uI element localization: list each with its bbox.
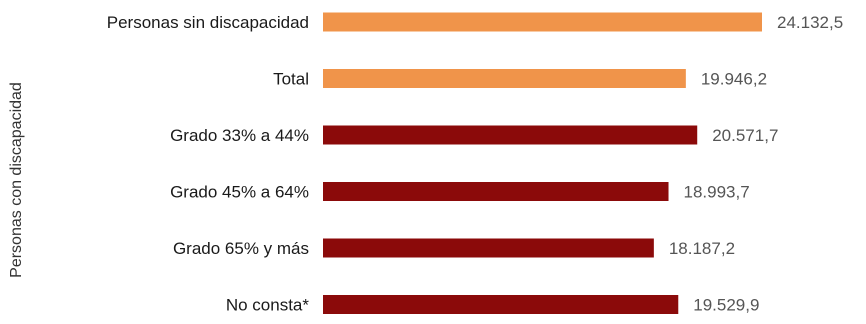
bar [323, 12, 762, 32]
bar [323, 238, 654, 258]
category-label: No consta* [226, 296, 310, 315]
bar [323, 182, 669, 201]
value-label: 19.529,9 [693, 296, 759, 315]
bars-layer: Personas sin discapacidad 24.132,5 Total 19… [107, 12, 843, 315]
category-label: Total [273, 70, 309, 89]
category-label: Grado 33% a 44% [170, 126, 309, 145]
category-label: Grado 45% a 64% [170, 183, 309, 202]
value-label: 19.946,2 [701, 70, 767, 89]
value-label: 24.132,5 [777, 13, 843, 32]
bar [323, 295, 679, 314]
bar [323, 125, 698, 145]
value-label: 18.187,2 [669, 239, 735, 258]
value-label: 20.571,7 [712, 126, 778, 145]
category-label: Personas sin discapacidad [107, 13, 309, 32]
bar [323, 69, 686, 88]
group-axis-label: Personas con discapacidad [8, 82, 25, 278]
category-label: Grado 65% y más [173, 239, 309, 258]
value-label: 18.993,7 [684, 183, 750, 202]
